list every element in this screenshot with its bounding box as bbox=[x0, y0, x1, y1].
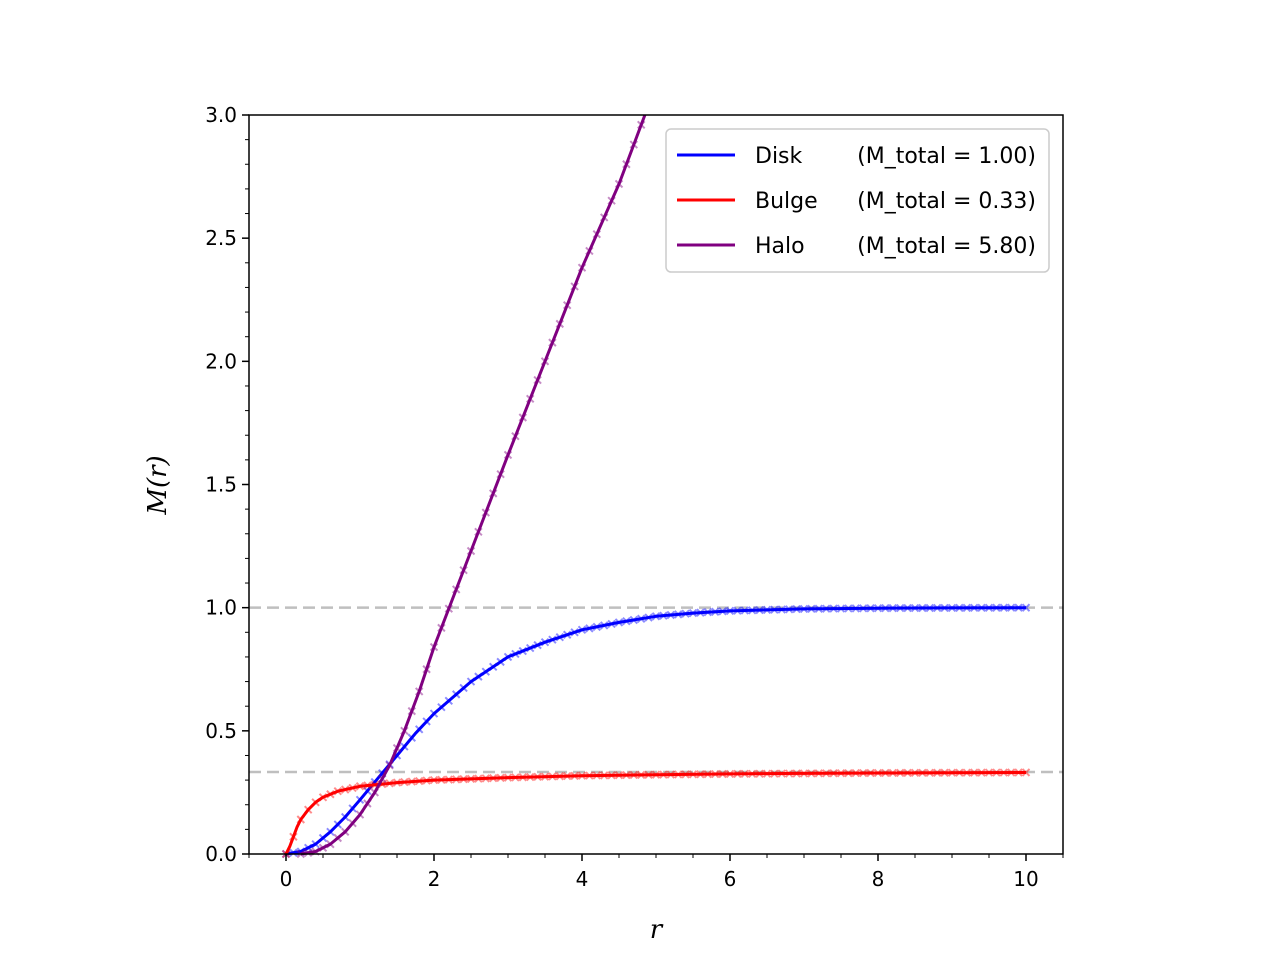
series-line-disk bbox=[285, 606, 1027, 856]
series-layer bbox=[281, 114, 1031, 859]
x-tick-label: 8 bbox=[872, 867, 885, 891]
legend: Disk (M_total = 1.00) Bulge (M_total = 0.33… bbox=[665, 128, 1050, 273]
y-axis-title: M(r) bbox=[143, 455, 173, 515]
x-tick-label: 4 bbox=[576, 867, 589, 891]
legend-mass-disk: (M_total = 1.00) bbox=[857, 144, 1036, 169]
x-axis-title: r bbox=[650, 915, 664, 945]
legend-label-bulge: Bulge bbox=[755, 189, 818, 214]
legend-label-disk: Disk bbox=[755, 144, 803, 169]
x-tick-label: 6 bbox=[724, 867, 737, 891]
legend-label-halo: Halo bbox=[755, 234, 805, 259]
y-tick-label: 0.0 bbox=[205, 842, 237, 866]
x-tick-label: 0 bbox=[280, 867, 293, 891]
y-tick-label: 1.5 bbox=[205, 473, 237, 497]
series-marker bbox=[1021, 768, 1031, 777]
legend-box bbox=[665, 128, 1050, 273]
x-tick-label: 10 bbox=[1013, 867, 1038, 891]
y-tick-label: 0.5 bbox=[205, 719, 237, 743]
x-axis: 0 2 4 6 8 10 bbox=[248, 854, 1064, 891]
series-marker bbox=[1021, 603, 1031, 612]
series-disk bbox=[281, 603, 1031, 859]
y-tick-label: 2.5 bbox=[205, 226, 237, 250]
series-halo bbox=[296, 114, 647, 859]
x-tick-label: 2 bbox=[428, 867, 441, 891]
y-axis: 0.0 0.5 1.0 1.5 2.0 2.5 3.0 bbox=[205, 103, 249, 866]
series-line-halo bbox=[300, 114, 647, 856]
legend-mass-bulge: (M_total = 0.33) bbox=[857, 189, 1036, 214]
y-tick-label: 3.0 bbox=[205, 103, 237, 127]
y-tick-label: 2.0 bbox=[205, 349, 237, 373]
y-tick-label: 1.0 bbox=[205, 596, 237, 620]
legend-mass-halo: (M_total = 5.80) bbox=[857, 234, 1036, 259]
